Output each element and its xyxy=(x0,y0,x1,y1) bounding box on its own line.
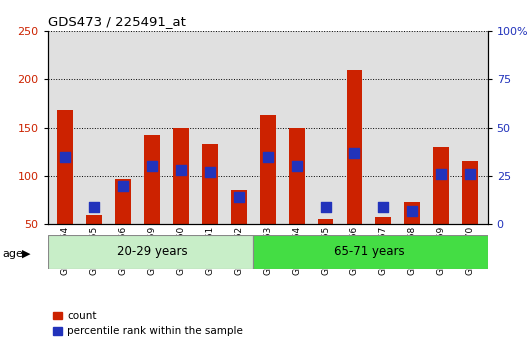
Point xyxy=(206,169,214,175)
Bar xyxy=(260,115,276,224)
Text: 20-29 years: 20-29 years xyxy=(117,245,187,258)
Text: ▶: ▶ xyxy=(22,249,31,258)
Bar xyxy=(202,144,218,224)
Text: GDS473 / 225491_at: GDS473 / 225491_at xyxy=(48,16,186,29)
Point xyxy=(119,183,127,188)
Bar xyxy=(289,128,305,224)
Bar xyxy=(173,128,189,224)
Legend: count, percentile rank within the sample: count, percentile rank within the sample xyxy=(53,311,243,336)
Point xyxy=(263,154,272,159)
Bar xyxy=(434,147,449,224)
Bar xyxy=(317,219,333,224)
Text: age: age xyxy=(3,249,23,258)
Point xyxy=(321,204,330,210)
Bar xyxy=(404,202,420,224)
Point xyxy=(90,204,98,210)
Point xyxy=(293,164,301,169)
Bar xyxy=(231,190,246,224)
Point xyxy=(408,208,417,214)
Bar xyxy=(57,110,73,224)
Point xyxy=(437,171,446,177)
Point xyxy=(466,171,474,177)
Point xyxy=(379,204,387,210)
Bar xyxy=(144,135,160,224)
Bar xyxy=(375,217,391,224)
Bar xyxy=(115,179,131,224)
Point xyxy=(176,167,185,173)
Bar xyxy=(347,70,363,224)
Bar xyxy=(253,235,488,269)
Text: 65-71 years: 65-71 years xyxy=(333,245,404,258)
Point xyxy=(61,154,69,159)
Bar xyxy=(462,161,478,224)
Point xyxy=(234,195,243,200)
Bar xyxy=(48,235,253,269)
Bar xyxy=(86,215,102,224)
Point xyxy=(350,150,359,156)
Point xyxy=(148,164,156,169)
